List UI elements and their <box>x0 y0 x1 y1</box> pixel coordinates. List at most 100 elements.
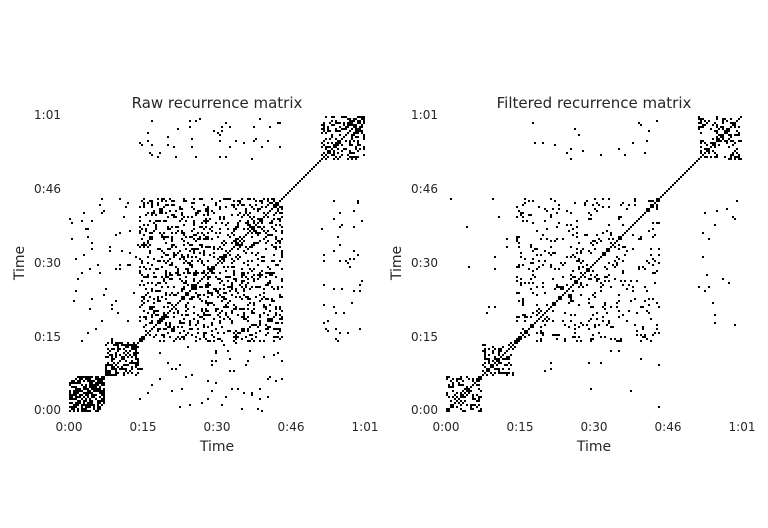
recurrence-cell <box>516 280 518 282</box>
recurrence-cell <box>514 342 516 344</box>
recurrence-cell <box>560 296 562 298</box>
recurrence-cell <box>115 364 117 366</box>
recurrence-cell <box>141 368 143 370</box>
recurrence-cell <box>149 296 151 298</box>
recurrence-cell <box>115 344 117 346</box>
recurrence-cell <box>722 128 724 130</box>
recurrence-cell <box>135 374 137 376</box>
recurrence-cell <box>642 326 644 328</box>
recurrence-cell <box>171 214 173 216</box>
recurrence-cell <box>101 320 103 322</box>
recurrence-cell <box>652 334 654 336</box>
recurrence-cell <box>81 404 83 406</box>
recurrence-cell <box>193 220 195 222</box>
recurrence-cell <box>225 314 227 316</box>
recurrence-cell <box>353 126 355 128</box>
recurrence-cell <box>488 348 490 350</box>
recurrence-cell <box>233 278 235 280</box>
recurrence-cell <box>734 134 736 136</box>
recurrence-cell <box>584 272 586 274</box>
recurrence-cell <box>173 216 175 218</box>
recurrence-cell <box>255 332 257 334</box>
recurrence-cell <box>125 350 127 352</box>
recurrence-cell <box>269 202 271 204</box>
recurrence-cell <box>638 238 640 240</box>
recurrence-cell <box>606 230 608 232</box>
recurrence-cell <box>323 140 325 142</box>
recurrence-cell <box>357 156 359 158</box>
recurrence-cell <box>105 372 107 374</box>
recurrence-cell <box>251 228 253 230</box>
recurrence-cell <box>207 206 209 208</box>
recurrence-cell <box>175 266 177 268</box>
recurrence-cell <box>351 156 353 158</box>
recurrence-cell <box>327 126 329 128</box>
recurrence-cell <box>179 332 181 334</box>
recurrence-cell <box>229 358 231 360</box>
recurrence-cell <box>566 224 568 226</box>
recurrence-cell <box>231 312 233 314</box>
recurrence-cell <box>237 238 239 240</box>
recurrence-cell <box>117 348 119 350</box>
recurrence-cell <box>550 368 552 370</box>
recurrence-cell <box>85 398 87 400</box>
recurrence-cell <box>103 376 105 378</box>
recurrence-cell <box>237 222 239 224</box>
recurrence-cell <box>231 266 233 268</box>
recurrence-cell <box>500 372 502 374</box>
recurrence-cell <box>480 390 482 392</box>
recurrence-cell <box>211 226 213 228</box>
recurrence-cell <box>624 254 626 256</box>
recurrence-cell <box>185 260 187 262</box>
recurrence-cell <box>215 288 217 290</box>
recurrence-cell <box>131 366 133 368</box>
recurrence-cell <box>157 298 159 300</box>
recurrence-cell <box>536 230 538 232</box>
recurrence-cell <box>125 206 127 208</box>
recurrence-cell <box>580 340 582 342</box>
recurrence-cell <box>215 350 217 352</box>
recurrence-cell <box>169 210 171 212</box>
recurrence-cell <box>123 352 125 354</box>
recurrence-cell <box>586 324 588 326</box>
recurrence-cell <box>275 206 277 208</box>
recurrence-cell <box>171 390 173 392</box>
recurrence-cell <box>69 382 71 384</box>
recurrence-cell <box>594 240 596 242</box>
recurrence-cell <box>628 228 630 230</box>
recurrence-cell <box>682 174 684 176</box>
recurrence-cell <box>147 282 149 284</box>
recurrence-cell <box>606 268 608 270</box>
recurrence-cell <box>512 344 514 346</box>
recurrence-cell <box>177 302 179 304</box>
recurrence-cell <box>578 268 580 270</box>
recurrence-cell <box>564 262 566 264</box>
recurrence-cell <box>704 120 706 122</box>
recurrence-cell <box>173 306 175 308</box>
recurrence-cell <box>638 122 640 124</box>
recurrence-cell <box>93 408 95 410</box>
recurrence-cell <box>99 408 101 410</box>
recurrence-cell <box>530 278 532 280</box>
recurrence-cell <box>710 156 712 158</box>
recurrence-cell <box>654 234 656 236</box>
recurrence-cell <box>275 224 277 226</box>
recurrence-cell <box>335 312 337 314</box>
recurrence-cell <box>582 286 584 288</box>
recurrence-cell <box>183 258 185 260</box>
recurrence-cell <box>197 296 199 298</box>
recurrence-cell <box>580 252 582 254</box>
recurrence-cell <box>361 132 363 134</box>
recurrence-cell <box>79 394 81 396</box>
recurrence-cell <box>281 198 283 200</box>
recurrence-cell <box>135 256 137 258</box>
recurrence-cell <box>522 298 524 300</box>
recurrence-cell <box>233 260 235 262</box>
recurrence-cell <box>81 408 83 410</box>
recurrence-cell <box>550 264 552 266</box>
recurrence-cell <box>325 146 327 148</box>
recurrence-cell <box>217 258 219 260</box>
recurrence-cell <box>281 296 283 298</box>
recurrence-cell <box>215 328 217 330</box>
recurrence-cell <box>267 266 269 268</box>
